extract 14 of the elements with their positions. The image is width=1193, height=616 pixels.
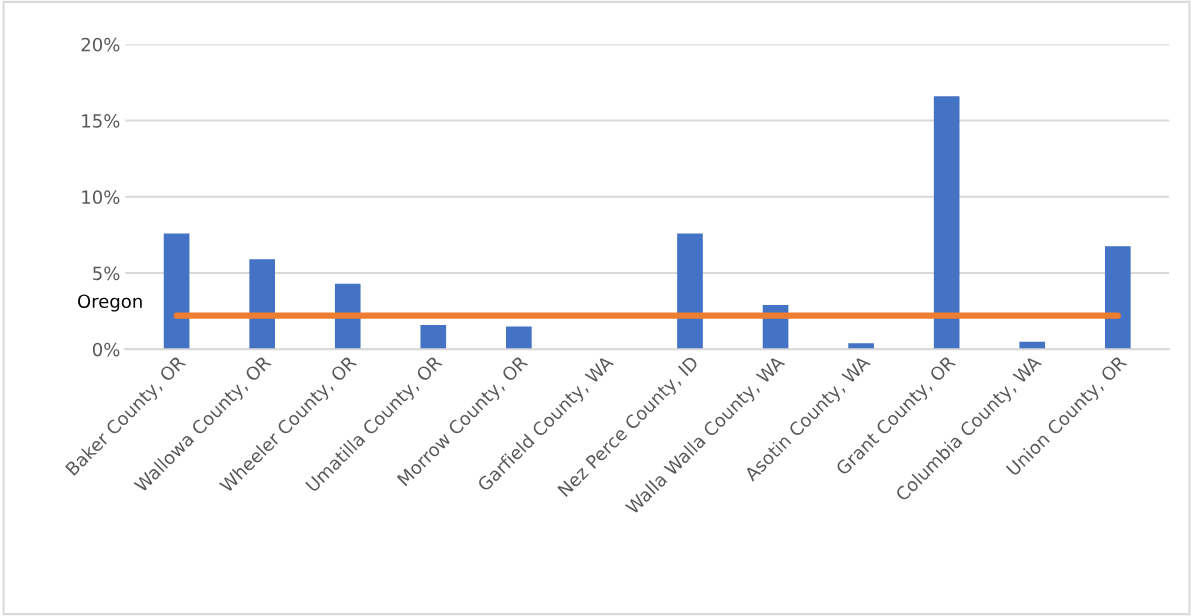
bar [933, 96, 960, 350]
bar [677, 233, 703, 350]
y-tick-label: 20% [81, 37, 120, 52]
series-label: Oregon [77, 294, 142, 312]
bar [249, 259, 275, 350]
bar [163, 233, 190, 350]
y-tick-label: 5% [93, 266, 120, 281]
bar [506, 326, 532, 350]
y-tick-label: 15% [82, 114, 120, 128]
bar [334, 283, 361, 350]
y-tick-label: 10% [82, 190, 120, 204]
y-tick-label: 0% [92, 342, 120, 357]
bar [420, 324, 447, 350]
bar [1104, 246, 1131, 350]
